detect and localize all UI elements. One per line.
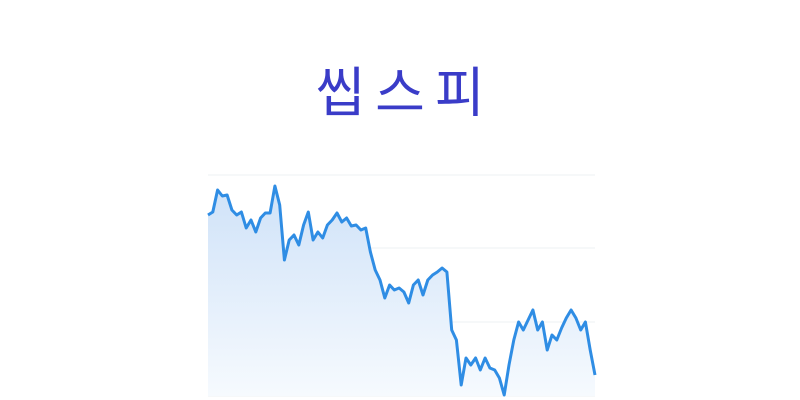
line: [207, 184, 597, 397]
chart-title: 씹스피: [315, 62, 494, 125]
